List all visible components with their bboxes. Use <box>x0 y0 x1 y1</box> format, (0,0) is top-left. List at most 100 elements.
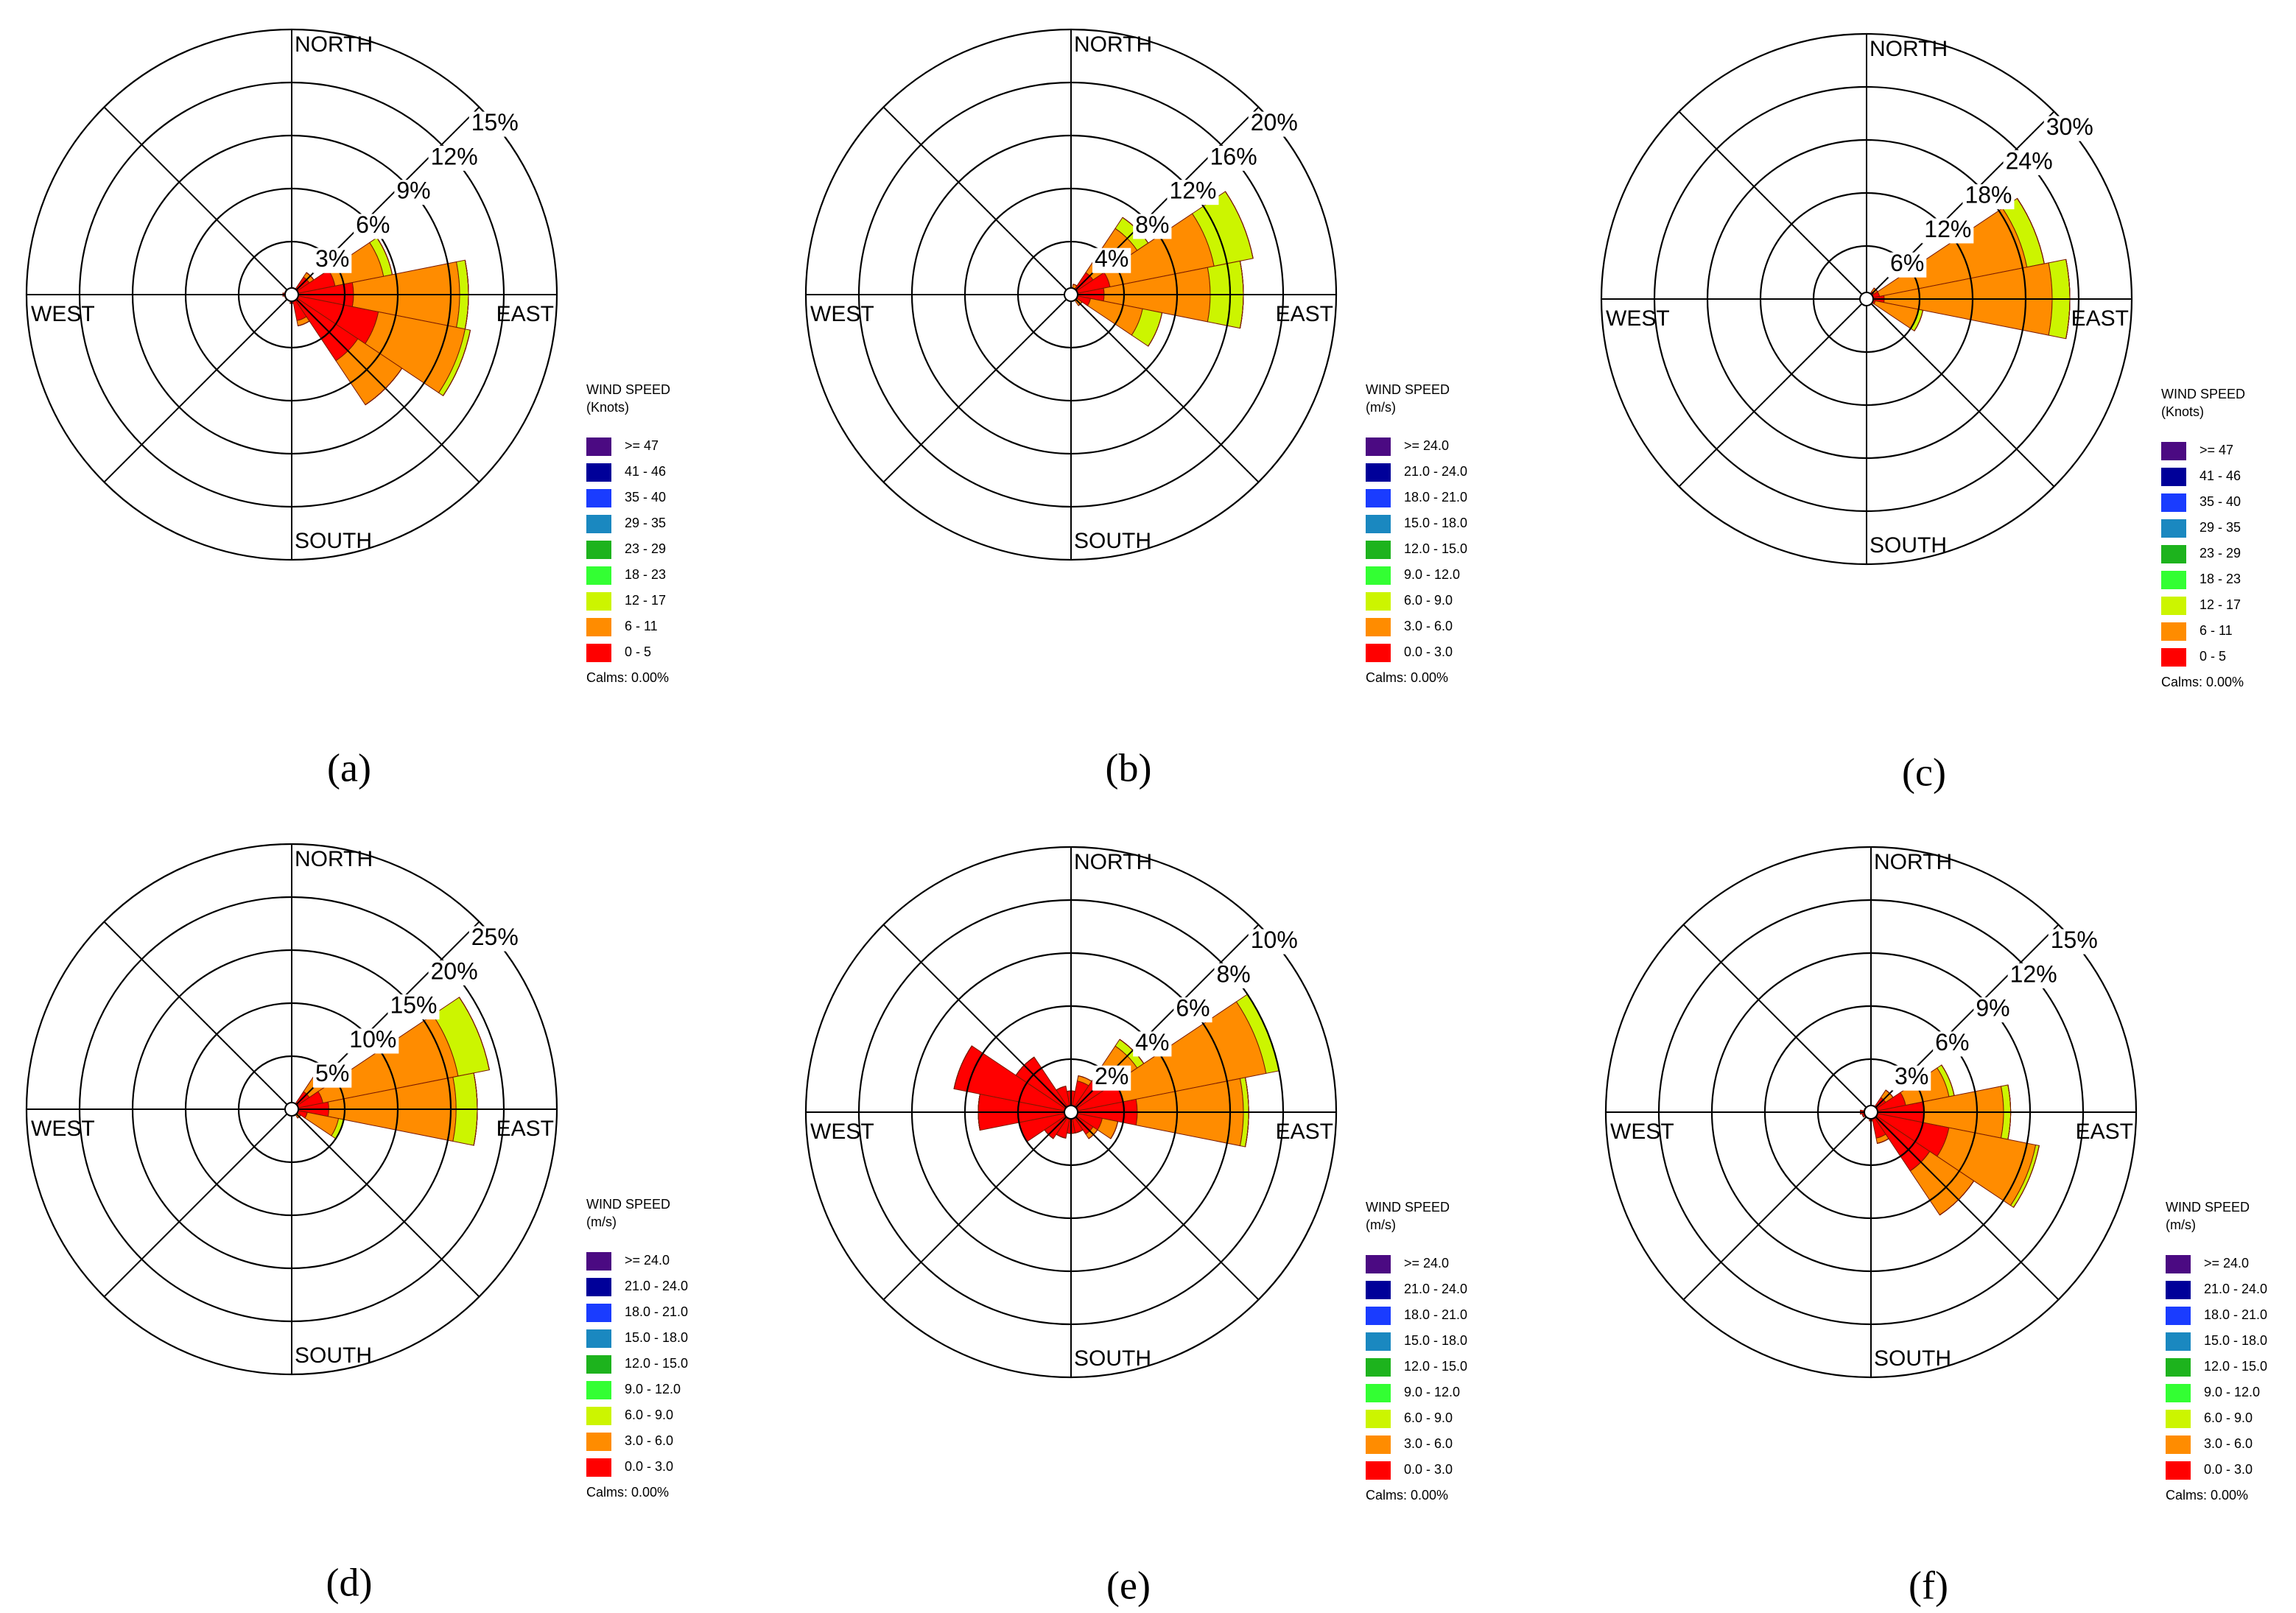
ring-label-bg <box>313 247 352 273</box>
legend-label: 3.0 - 6.0 <box>1404 1436 1453 1451</box>
ring-label: 6% <box>1176 995 1210 1022</box>
legend-swatch <box>1366 489 1391 507</box>
legend-swatch <box>2161 648 2186 667</box>
ring-label-bg <box>1962 184 2015 210</box>
wind-rose: 6%12% 18% 24% 30% NORTH SOUTH WEST EAST WIND SPE… <box>1600 32 2245 794</box>
legend-label: 35 - 40 <box>2200 494 2241 509</box>
direction-label: NORTH <box>1874 850 1952 874</box>
ring-label-bg <box>387 994 440 1020</box>
center-dot <box>284 287 299 302</box>
legend-swatch <box>2166 1384 2191 1402</box>
direction-label: WEST <box>810 302 874 326</box>
ring-label: 16% <box>1210 143 1257 169</box>
grid-ring <box>963 1005 1179 1220</box>
legend-label: 18 - 23 <box>2200 572 2241 586</box>
ring-label-bg <box>468 926 521 952</box>
wind-rose: 4% 8%12% 16% 20% NORTH SOUTH WEST EAST WIND SPEE… <box>804 28 1467 790</box>
legend-swatch <box>1366 463 1391 482</box>
petal-segment <box>953 1045 972 1089</box>
ring-label-bg <box>394 180 433 205</box>
calms-label: Calms: 0.00% <box>586 1485 669 1500</box>
legend-label: 6.0 - 9.0 <box>1404 593 1453 608</box>
legend-swatch <box>1366 1358 1391 1377</box>
legend-label: 12 - 17 <box>2200 597 2241 612</box>
petal-segment <box>473 1072 478 1146</box>
wind-rose: 2% 4% 6%8%10% NORTH SOUTH WEST EAST WIND SPEED (… <box>804 846 1467 1607</box>
petal-segment <box>1110 1121 1119 1139</box>
ring-label-bg <box>2003 150 2055 175</box>
panel-label: (b) <box>1106 745 1152 790</box>
legend-swatch <box>586 515 611 533</box>
legend-swatch <box>586 592 611 611</box>
legend-swatch <box>2166 1358 2191 1377</box>
ring-label-bg <box>1207 145 1260 171</box>
panel-label: (f) <box>1909 1563 1948 1607</box>
legend-swatch <box>1366 541 1391 559</box>
direction-label: WEST <box>1606 306 1670 331</box>
legend-swatch <box>2166 1307 2191 1325</box>
legend-label: 35 - 40 <box>625 490 666 505</box>
ring-label: 15% <box>2051 927 2098 953</box>
legend-swatch <box>586 1433 611 1451</box>
legend-title: WIND SPEED <box>1366 1200 1450 1215</box>
grid-ring <box>184 187 399 402</box>
direction-label: EAST <box>1276 1120 1333 1144</box>
legend-label: 12.0 - 15.0 <box>625 1356 688 1371</box>
legend-label: 21.0 - 24.0 <box>2204 1282 2267 1296</box>
legend-swatch <box>586 1329 611 1348</box>
direction-label: WEST <box>810 1120 874 1144</box>
legend-title: WIND SPEED <box>586 382 670 397</box>
direction-label: NORTH <box>295 847 373 871</box>
ring-label-bg <box>1922 218 1974 244</box>
center-dot <box>1064 287 1078 302</box>
legend-label: 6 - 11 <box>2200 623 2233 638</box>
ring-label-bg <box>2048 929 2100 955</box>
direction-label: EAST <box>496 302 554 326</box>
direction-label: EAST <box>1276 302 1333 326</box>
grid-ring <box>237 1055 346 1164</box>
legend-label: 9.0 - 12.0 <box>1404 1385 1460 1399</box>
direction-label: NORTH <box>1074 850 1152 874</box>
grid-ring <box>1017 1058 1126 1167</box>
direction-label: WEST <box>31 1117 95 1141</box>
direction-label: NORTH <box>1870 37 1948 61</box>
grid-ring <box>1706 138 2027 460</box>
legend-label: 29 - 35 <box>2200 520 2241 535</box>
legend-label: 0 - 5 <box>2200 649 2226 664</box>
ring-label-bg <box>468 111 521 137</box>
ring-label: 8% <box>1135 211 1169 238</box>
ring-label: 10% <box>349 1026 396 1053</box>
ring-label: 10% <box>1251 927 1298 953</box>
grid-ring <box>857 899 1285 1326</box>
ring-label: 3% <box>315 245 349 272</box>
calms-label: Calms: 0.00% <box>586 670 669 685</box>
ring-label: 4% <box>1135 1029 1169 1055</box>
legend-swatch <box>586 644 611 662</box>
ring-label: 6% <box>356 211 390 238</box>
grid-ring <box>1710 952 2032 1273</box>
ring-label-bg <box>313 1062 352 1088</box>
legend-label: 9.0 - 12.0 <box>1404 567 1460 582</box>
petal-segment <box>459 997 490 1070</box>
legend-label: 18.0 - 21.0 <box>1404 1307 1467 1322</box>
legend-unit: (m/s) <box>1366 400 1396 415</box>
ring-label-bg <box>1167 180 1219 205</box>
ring-label-bg <box>428 145 480 171</box>
direction-label: EAST <box>2076 1120 2133 1144</box>
legend-label: 12.0 - 15.0 <box>1404 541 1467 556</box>
petal-segment <box>1078 301 1083 306</box>
ring-label-bg <box>1214 963 1253 988</box>
petal-segment <box>1877 1138 1889 1144</box>
legend-label: 6.0 - 9.0 <box>2204 1410 2253 1425</box>
calms-label: Calms: 0.00% <box>1366 1488 1448 1503</box>
direction-label: SOUTH <box>1870 533 1947 558</box>
legend-label: >= 47 <box>2200 443 2233 457</box>
petal-segment <box>1015 1056 1035 1076</box>
legend-label: 9.0 - 12.0 <box>625 1382 681 1396</box>
grid-ring <box>78 896 505 1323</box>
legend-swatch <box>2166 1281 2191 1299</box>
ring-label: 18% <box>1965 182 2012 208</box>
grid-ring <box>237 240 346 349</box>
legend-label: 3.0 - 6.0 <box>625 1433 673 1448</box>
ring-label: 9% <box>1976 995 2009 1022</box>
